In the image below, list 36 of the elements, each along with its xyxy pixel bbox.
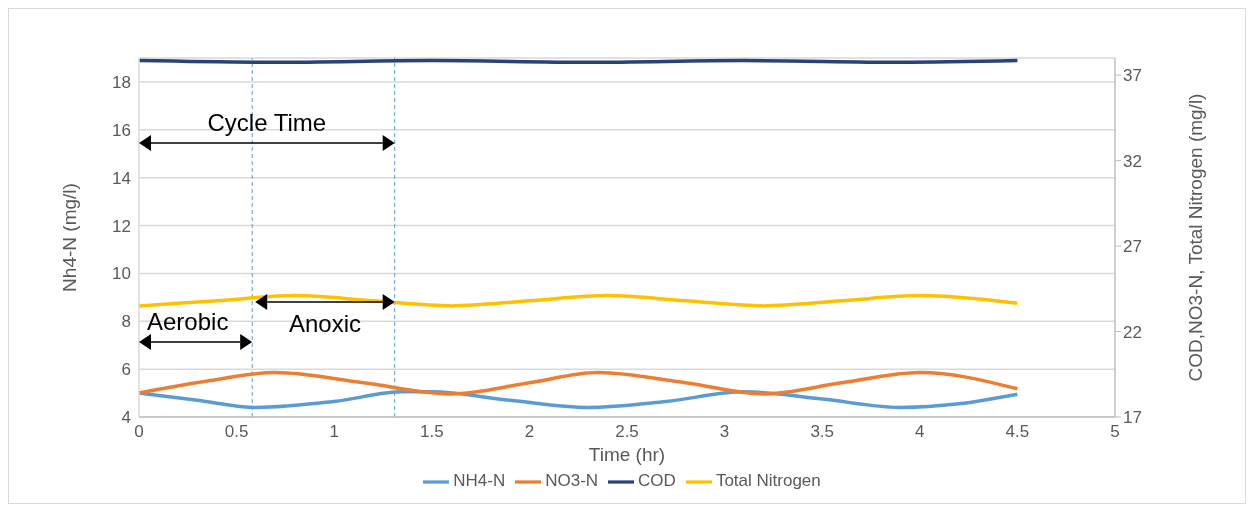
x-tick-label: 3.5 (810, 422, 835, 442)
x-tick-label: 3 (719, 422, 730, 442)
legend-label: NO3-N (545, 471, 599, 491)
legend-label: COD (638, 471, 676, 491)
annotation: Anoxic (288, 310, 361, 337)
line-series (139, 293, 1020, 308)
x-tick-label: 5 (1110, 422, 1120, 442)
y-tick-label: 10 (112, 264, 131, 284)
x-axis-title: Time (hr) (588, 444, 666, 465)
annotation: Aerobic (147, 308, 229, 335)
y2-tick-label: 22 (1123, 322, 1142, 342)
y-tick-label: 18 (112, 72, 131, 92)
y2-tick-label: 17 (1123, 408, 1142, 428)
y-tick-label: 14 (112, 168, 131, 188)
legend-label: NH4-N (453, 471, 506, 491)
x-tick-label: 2 (524, 422, 535, 442)
y-tick-label: 8 (121, 312, 131, 332)
y2-axis-title: COD,NO3-N, Total Nitrogen (mg/l) (1184, 93, 1206, 382)
y-axis-title: Nh4-N (mg/l) (58, 183, 80, 292)
annotation: Cycle Time (207, 109, 327, 136)
x-tick-label: 0 (134, 422, 144, 442)
x-tick-label: 2.5 (615, 422, 639, 442)
x-tick-label: 1 (329, 422, 339, 442)
x-tick-label: 1.5 (419, 422, 444, 442)
y-tick-label: 12 (112, 216, 131, 236)
y-tick-label: 6 (121, 360, 131, 380)
y2-tick-label: 27 (1123, 237, 1142, 257)
y2-tick-label: 37 (1123, 66, 1142, 86)
legend-label: Total Nitrogen (715, 471, 821, 491)
line-series (139, 370, 1020, 396)
y-tick-label: 16 (112, 120, 131, 140)
y2-tick-label: 32 (1123, 151, 1142, 171)
x-tick-label: 0.5 (224, 422, 249, 442)
y-tick-label: 4 (121, 408, 131, 428)
x-tick-label: 4.5 (1005, 422, 1030, 442)
x-tick-label: 4 (915, 422, 925, 442)
